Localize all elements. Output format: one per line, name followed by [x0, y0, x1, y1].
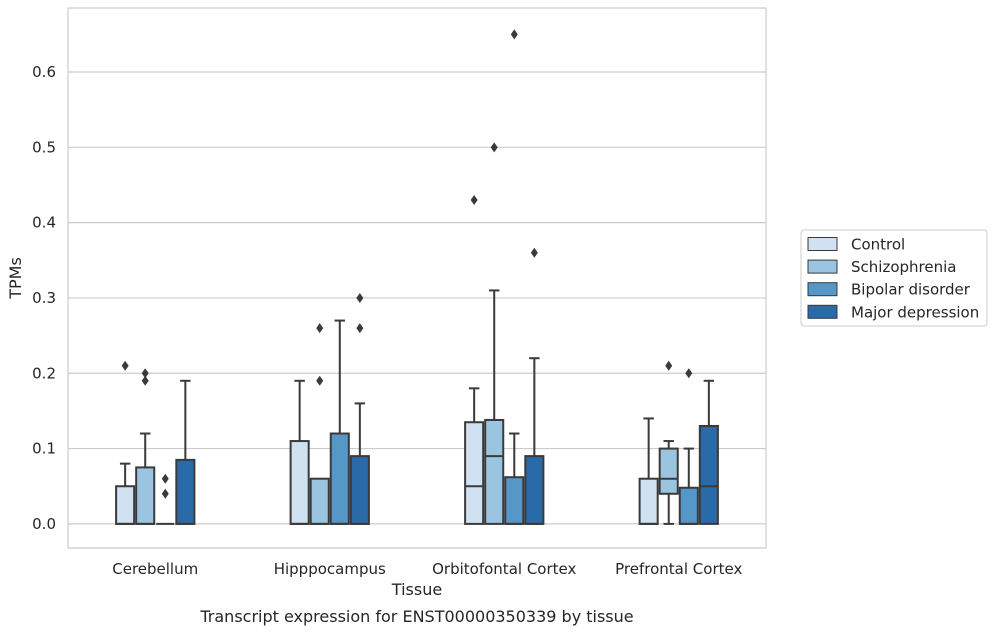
outlier-point-0 — [316, 375, 324, 386]
outlier-point-1 — [141, 368, 149, 379]
box-0-3 — [175, 379, 196, 525]
legend-swatch-2 — [807, 282, 838, 297]
box-0-2 — [156, 473, 175, 525]
outlier-point-0 — [356, 323, 364, 334]
box-3-1 — [658, 360, 679, 525]
outlier-point-0 — [161, 488, 169, 499]
box-body — [678, 486, 699, 525]
box-2-3 — [524, 247, 545, 525]
chart-caption: Transcript expression for ENST0000035033… — [199, 607, 633, 626]
outlier-point-0 — [490, 142, 498, 153]
box-1-0 — [289, 379, 310, 525]
x-axis-label: Tissue — [391, 580, 442, 599]
outlier-point-1 — [316, 323, 324, 334]
x-axis-ticks: Cerebellum Hipppocampus Orbitofontal Corte… — [112, 560, 742, 578]
y-tick-label-4: 0.4 — [32, 214, 56, 232]
box-0-0 — [115, 360, 136, 525]
outlier-point-0 — [685, 368, 693, 379]
legend-entry-0: Control — [851, 236, 905, 254]
x-tick-label-2: Orbitofontal Cortex — [432, 560, 576, 578]
outlier-point-1 — [161, 473, 169, 484]
box-body — [484, 418, 505, 525]
box-1-3 — [349, 292, 370, 525]
y-tick-label-5: 0.5 — [32, 138, 56, 156]
legend: Control Schizophrenia Bipolar disorder Majo… — [800, 229, 988, 327]
box-body — [309, 477, 330, 525]
legend-swatch-0 — [807, 237, 838, 251]
box-body — [349, 455, 370, 525]
outlier-point-1 — [356, 292, 364, 303]
box-body — [135, 466, 156, 525]
box-body — [524, 455, 545, 525]
legend-swatch-3 — [807, 304, 838, 319]
box-1-2 — [329, 319, 350, 525]
y-axis-ticks: 0.0 0.1 0.2 0.3 0.4 0.5 0.6 — [32, 63, 56, 533]
y-tick-label-2: 0.2 — [32, 364, 56, 382]
legend-frame — [800, 229, 988, 327]
box-body — [329, 432, 350, 525]
outlier-point-0 — [141, 375, 149, 386]
legend-swatch-1 — [807, 259, 838, 274]
box-body — [175, 458, 196, 525]
outlier-point-0 — [470, 195, 478, 206]
outlier-point-0 — [530, 247, 538, 258]
legend-entry-1: Schizophrenia — [851, 258, 956, 276]
y-tick-label-1: 0.1 — [32, 440, 56, 458]
outlier-point-0 — [121, 360, 129, 371]
x-tick-label-1: Hipppocampus — [274, 560, 386, 578]
box-body — [289, 440, 310, 525]
box-1-1 — [309, 323, 330, 525]
box-0-1 — [135, 368, 156, 525]
box-3-3 — [698, 379, 719, 525]
plot-frame — [67, 7, 767, 549]
box-3-2 — [678, 368, 699, 525]
y-tick-label-3: 0.3 — [32, 289, 56, 307]
box-body — [464, 421, 485, 525]
outlier-point-0 — [510, 29, 518, 40]
box-body — [638, 477, 659, 525]
box-body — [658, 447, 679, 495]
box-series-group — [115, 29, 719, 525]
box-2-1 — [484, 142, 505, 525]
y-tick-label-0: 0.0 — [32, 515, 56, 533]
box-body — [115, 485, 136, 525]
y-tick-label-6: 0.6 — [32, 63, 56, 81]
y-axis-label: TPMs — [6, 257, 25, 300]
box-2-0 — [464, 195, 485, 525]
x-tick-label-0: Cerebellum — [112, 560, 198, 578]
box-3-0 — [638, 417, 659, 525]
plot-background — [68, 8, 766, 548]
box-body — [504, 476, 525, 525]
legend-entry-3: Major depression — [851, 303, 979, 321]
outlier-point-0 — [665, 360, 673, 371]
x-tick-label-3: Prefrontal Cortex — [615, 560, 742, 578]
box-body — [698, 424, 719, 525]
box-2-2 — [504, 29, 525, 525]
legend-entry-2: Bipolar disorder — [851, 281, 971, 299]
